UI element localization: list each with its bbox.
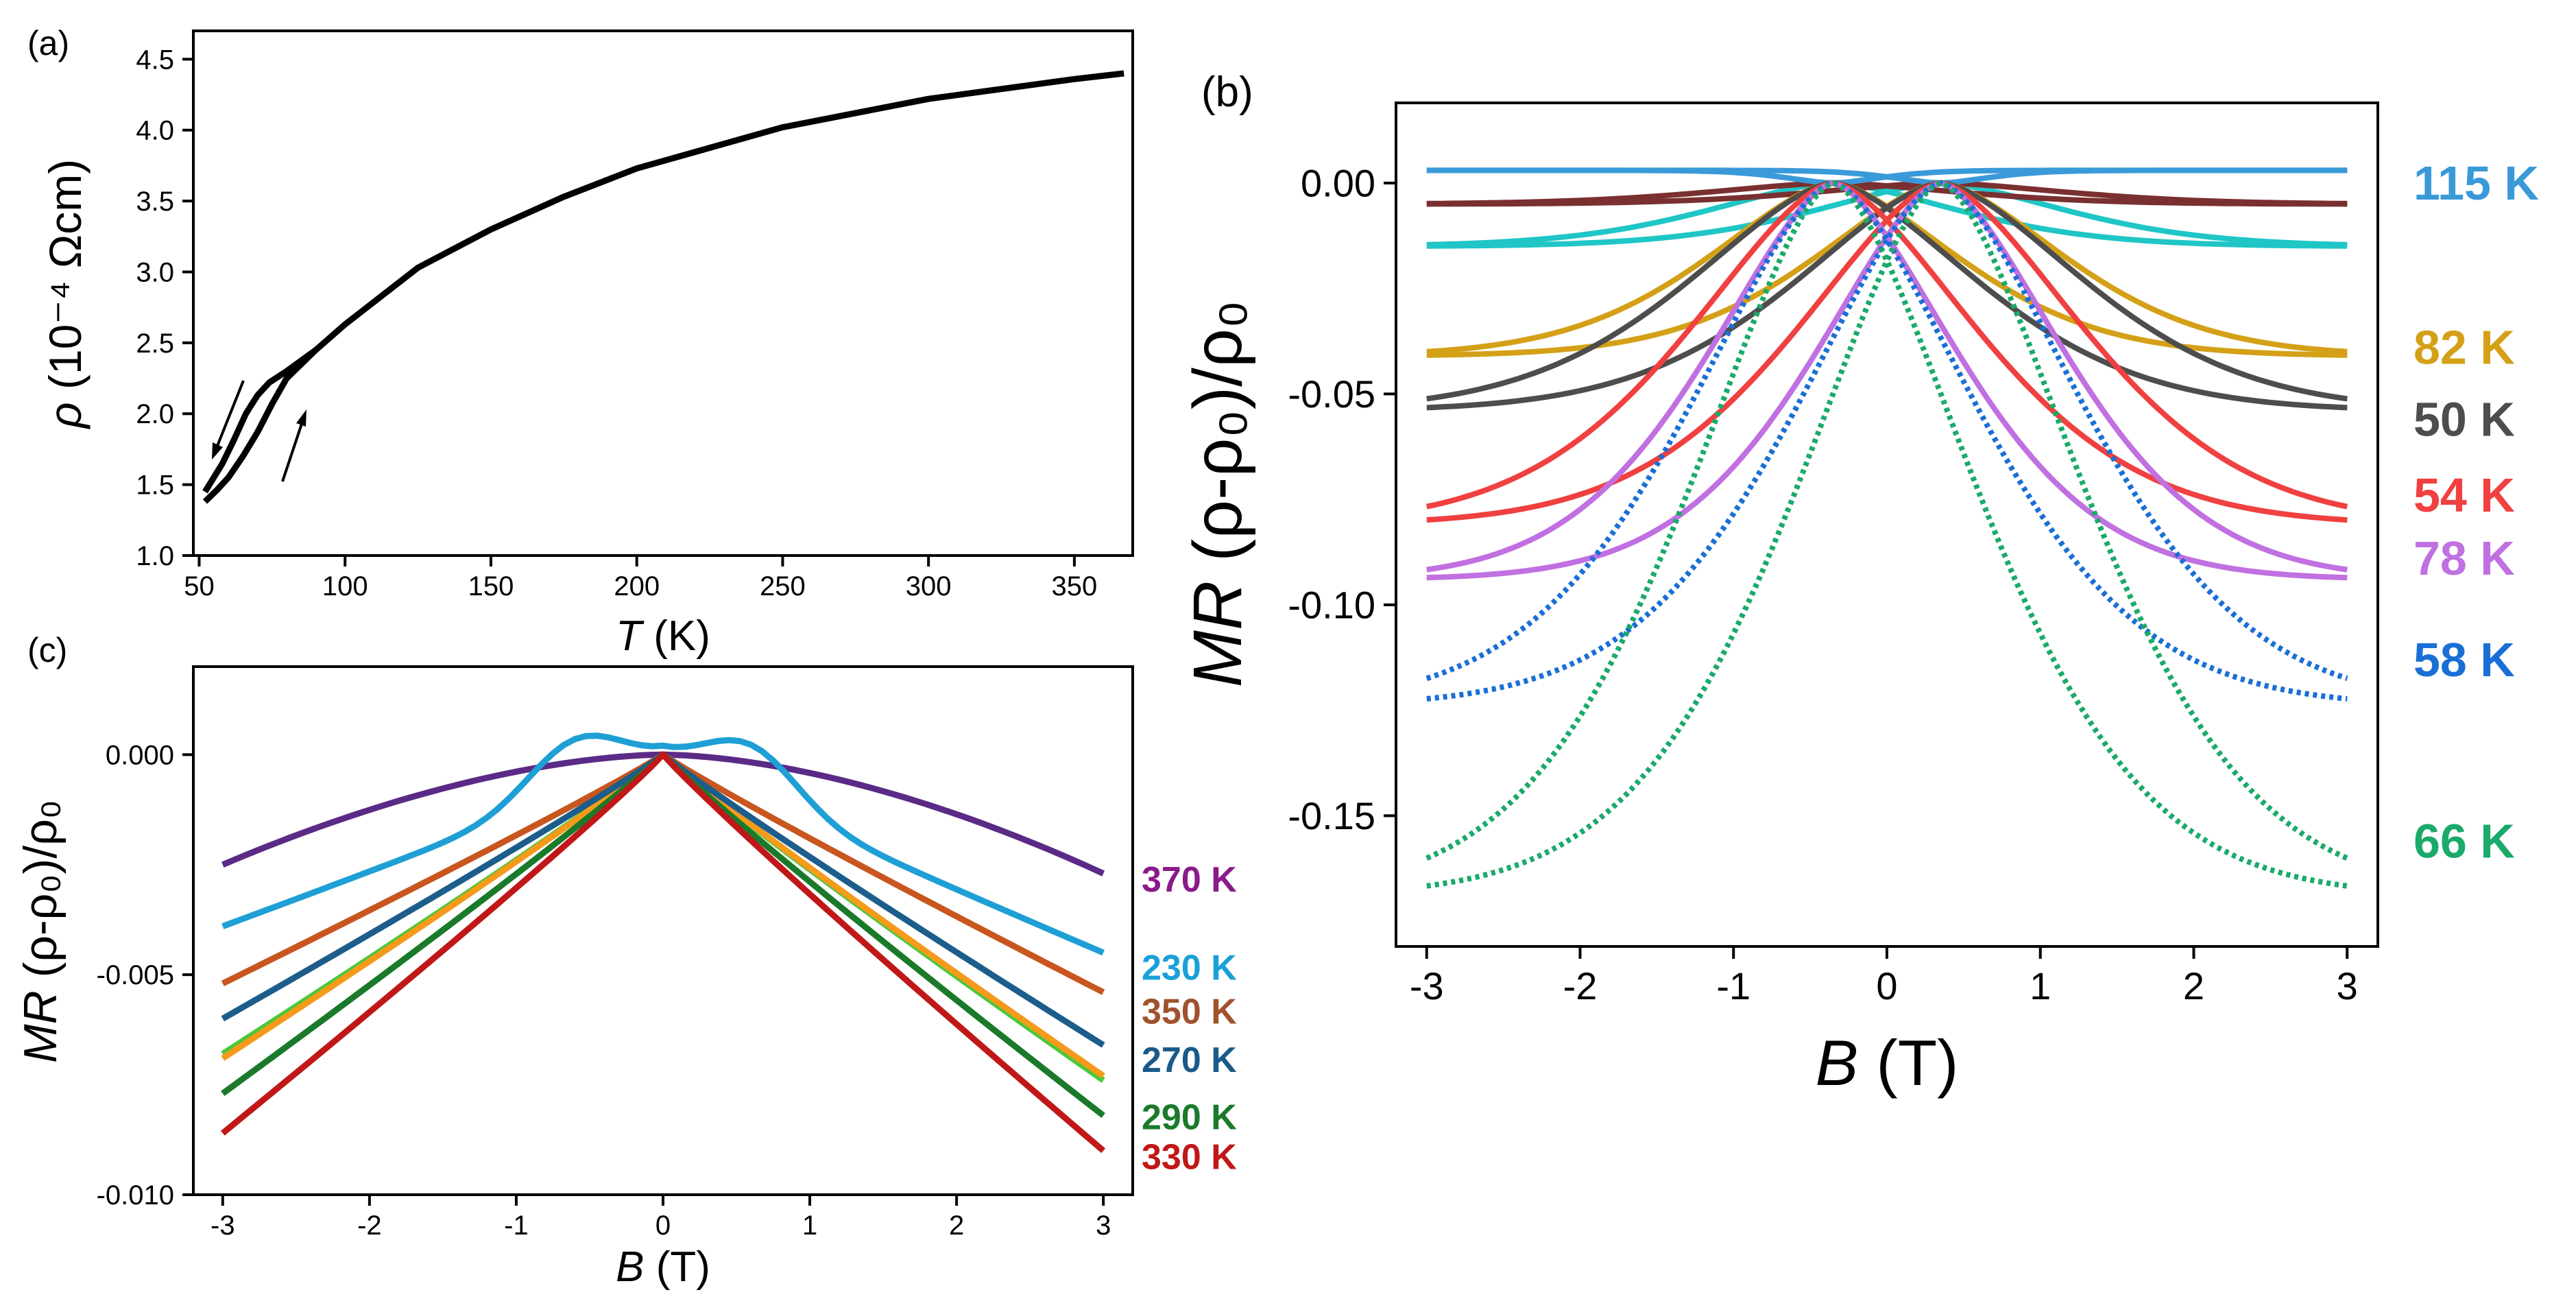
x-tick-label: 0	[655, 1210, 671, 1241]
series-50-K-branch-1	[1426, 180, 2348, 411]
panel-b-xlabel-symbol: B	[1816, 1027, 1859, 1099]
panel-b: (b) -3 -2 -1 0 1 2 3 0.00 -0.05 -0.10 -0.15 115 K…	[1179, 69, 2539, 1099]
heating-arrow-head	[296, 409, 306, 427]
heating-arrow	[281, 419, 304, 482]
x-tick-label: -3	[1410, 964, 1444, 1007]
series-270-K	[221, 751, 1105, 1048]
x-tick-label: 0	[1876, 964, 1897, 1007]
panel-c: (c) -3 -2 -1 0 1 2 3 0.000 -0.005 -0.010 370 K 23…	[14, 631, 1237, 1291]
y-tick-label: 0.000	[106, 740, 174, 770]
panel-c-xlabel-unit: (T)	[656, 1243, 710, 1291]
label-66-K: 66 K	[2414, 814, 2515, 868]
y-tick-label: 1.0	[136, 541, 174, 571]
series-115-K-branch-1	[1426, 167, 2348, 186]
x-tick-label: 200	[614, 571, 660, 601]
y-tick-label: 3.5	[136, 187, 174, 217]
panel-c-xlabel: B (T)	[616, 1243, 710, 1291]
panel-a-xlabel: T (K)	[616, 612, 710, 660]
y-tick-label: -0.005	[97, 960, 174, 990]
x-tick-label: -2	[357, 1210, 382, 1241]
y-tick-label: -0.10	[1288, 583, 1375, 626]
x-tick-label: 350	[1052, 571, 1098, 601]
y-tick-label: -0.010	[97, 1180, 174, 1210]
x-tick-label: 50	[184, 571, 215, 601]
cooling-arrow-head	[212, 442, 223, 460]
panel-b-ylabel: MR (ρ-ρ₀)/ρ₀	[1179, 300, 1256, 688]
x-tick-label: 1	[2030, 964, 2051, 1007]
panel-c-xlabel-symbol: B	[616, 1243, 644, 1291]
x-tick-label: 3	[1096, 1210, 1111, 1241]
series-teal-branch-1	[1426, 180, 2348, 249]
x-tick-label: 250	[760, 571, 806, 601]
y-tick-label: 1.5	[136, 470, 174, 501]
label-78-K: 78 K	[2414, 532, 2515, 585]
panel-b-label: (b)	[1201, 69, 1253, 116]
y-tick-label: 4.0	[136, 116, 174, 146]
panel-a-arrows	[212, 380, 306, 482]
y-tick-label: -0.15	[1288, 794, 1375, 837]
y-tick-label: 0.00	[1301, 161, 1375, 204]
label-54-K: 54 K	[2414, 468, 2515, 522]
series-brown-branch-1	[1426, 180, 2348, 207]
series-58-K-branch-0	[1425, 180, 2348, 702]
panel-c-ylabel-mr: MR	[14, 990, 67, 1063]
panel-b-ylabel-rest: (ρ-ρ₀)/ρ₀	[1179, 300, 1256, 562]
panel-b-xlabel-unit: (T)	[1876, 1027, 1958, 1099]
y-tick-label: 3.0	[136, 257, 174, 287]
label-115-K: 115 K	[2414, 156, 2539, 210]
panel-a-xlabel-symbol: T	[616, 612, 645, 660]
panel-c-ylabel-rest: (ρ-ρ₀)/ρ₀	[14, 800, 67, 977]
panel-a-ylabel: ρ (10⁻⁴ Ωcm)	[40, 159, 91, 429]
x-tick-label: 300	[906, 571, 952, 601]
panel-c-label: (c)	[27, 631, 67, 669]
x-tick-label: 3	[2337, 964, 2358, 1007]
label-230-K: 230 K	[1142, 948, 1237, 988]
label-330-K: 330 K	[1142, 1137, 1237, 1177]
label-50-K: 50 K	[2414, 392, 2515, 446]
y-tick-label: 2.0	[136, 399, 174, 429]
series-66-K-branch-0	[1425, 180, 2348, 889]
x-tick-label: 1	[802, 1210, 817, 1241]
series-cooling	[202, 347, 318, 494]
label-350-K: 350 K	[1142, 992, 1237, 1032]
x-tick-label: 2	[2183, 964, 2204, 1007]
panel-b-frame	[1395, 102, 2379, 948]
panel-a-ylabel-unit: (10⁻⁴ Ωcm)	[40, 159, 91, 390]
series-370-K	[221, 751, 1105, 876]
series-54-K-branch-1	[1426, 180, 2348, 523]
x-tick-label: -3	[210, 1210, 235, 1241]
label-82-K: 82 K	[2414, 321, 2515, 374]
panel-b-ylabel-mr: MR	[1179, 581, 1256, 688]
series-heating	[202, 70, 1124, 504]
series-350-K	[221, 751, 1105, 995]
x-tick-label: -2	[1563, 964, 1598, 1007]
series-230-K	[221, 732, 1105, 956]
panel-a-frame	[192, 29, 1134, 557]
series-330-K	[220, 751, 1106, 1154]
x-tick-label: -1	[1716, 964, 1750, 1007]
series-290-K	[221, 751, 1105, 1119]
label-58-K: 58 K	[2414, 633, 2515, 687]
panel-a: (a) 50 100 150 200 250 300 350 1.0 1.5 2.0 2.5 3.0…	[27, 24, 1134, 660]
cooling-arrow	[215, 380, 245, 450]
panel-a-xlabel-unit: (K)	[653, 612, 710, 660]
y-tick-label: 2.5	[136, 329, 174, 359]
label-370-K: 370 K	[1142, 860, 1237, 900]
x-tick-label: -1	[504, 1210, 529, 1241]
panel-c-ylabel: MR (ρ-ρ₀)/ρ₀	[14, 800, 67, 1063]
x-tick-label: 2	[949, 1210, 964, 1241]
x-tick-label: 150	[468, 571, 514, 601]
y-tick-label: 4.5	[136, 45, 174, 75]
panel-a-ylabel-symbol: ρ	[40, 402, 91, 429]
series-66-K-branch-1	[1426, 180, 2348, 889]
panel-b-xlabel: B (T)	[1816, 1027, 1959, 1099]
x-tick-label: 100	[322, 571, 368, 601]
label-290-K: 290 K	[1142, 1098, 1237, 1138]
label-270-K: 270 K	[1142, 1040, 1237, 1080]
y-tick-label: -0.05	[1288, 372, 1375, 416]
panel-a-label: (a)	[27, 24, 69, 62]
series-58-K-branch-1	[1426, 180, 2348, 702]
